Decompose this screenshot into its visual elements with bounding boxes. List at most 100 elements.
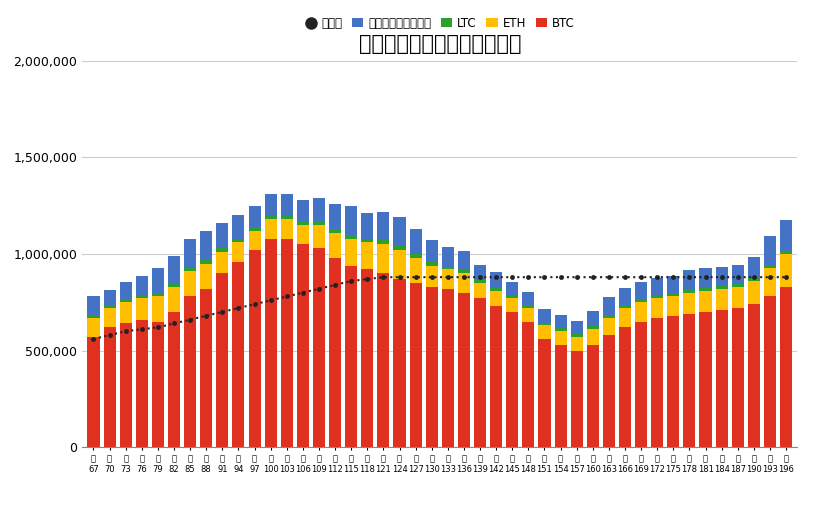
- Bar: [522, 305, 534, 308]
- Bar: [635, 299, 647, 302]
- Bar: [361, 269, 373, 447]
- Bar: [120, 282, 132, 299]
- Bar: [104, 327, 116, 447]
- Bar: [764, 236, 776, 265]
- Bar: [120, 302, 132, 324]
- Bar: [152, 322, 164, 447]
- Bar: [152, 293, 164, 297]
- Bar: [748, 257, 760, 278]
- Bar: [409, 283, 422, 447]
- Bar: [716, 289, 727, 310]
- Bar: [136, 296, 148, 298]
- Bar: [426, 240, 438, 262]
- Bar: [474, 265, 486, 280]
- Bar: [732, 287, 744, 308]
- Bar: [780, 254, 792, 287]
- Bar: [764, 297, 776, 447]
- Bar: [345, 235, 358, 239]
- Bar: [683, 270, 695, 290]
- Bar: [555, 345, 566, 447]
- Bar: [409, 258, 422, 283]
- Bar: [555, 331, 566, 345]
- Bar: [748, 304, 760, 447]
- Bar: [265, 239, 277, 447]
- Bar: [587, 326, 598, 329]
- Legend: 投資額, その他アルトコイン, LTC, ETH, BTC: 投資額, その他アルトコイン, LTC, ETH, BTC: [305, 17, 575, 29]
- Bar: [136, 298, 148, 320]
- Bar: [651, 318, 663, 447]
- Bar: [201, 260, 212, 264]
- Bar: [281, 239, 293, 447]
- Bar: [201, 264, 212, 289]
- Bar: [329, 229, 341, 233]
- Bar: [233, 215, 244, 239]
- Bar: [780, 220, 792, 251]
- Bar: [458, 273, 470, 293]
- Bar: [87, 337, 99, 447]
- Bar: [538, 323, 551, 326]
- Bar: [490, 272, 502, 288]
- Bar: [87, 315, 99, 318]
- Bar: [394, 246, 405, 250]
- Bar: [201, 231, 212, 260]
- Bar: [104, 308, 116, 327]
- Bar: [409, 229, 422, 254]
- Bar: [780, 287, 792, 447]
- Bar: [732, 265, 744, 284]
- Bar: [104, 305, 116, 308]
- Bar: [313, 225, 325, 248]
- Bar: [716, 267, 727, 286]
- Bar: [619, 327, 631, 447]
- Bar: [522, 322, 534, 447]
- Bar: [619, 308, 631, 327]
- Bar: [764, 265, 776, 268]
- Bar: [377, 244, 390, 273]
- Bar: [233, 262, 244, 447]
- Bar: [184, 297, 196, 447]
- Bar: [184, 239, 196, 268]
- Bar: [587, 345, 598, 447]
- Bar: [361, 242, 373, 269]
- Bar: [297, 200, 309, 221]
- Bar: [297, 225, 309, 244]
- Bar: [700, 268, 712, 288]
- Bar: [441, 247, 454, 267]
- Bar: [120, 299, 132, 302]
- Bar: [700, 291, 712, 312]
- Bar: [248, 250, 261, 447]
- Bar: [313, 248, 325, 447]
- Bar: [716, 286, 727, 289]
- Bar: [603, 318, 615, 335]
- Bar: [104, 290, 116, 305]
- Bar: [233, 239, 244, 242]
- Bar: [426, 287, 438, 447]
- Bar: [361, 239, 373, 242]
- Bar: [603, 315, 615, 318]
- Bar: [168, 256, 180, 283]
- Bar: [651, 278, 663, 296]
- Bar: [490, 306, 502, 447]
- Bar: [281, 194, 293, 215]
- Bar: [555, 315, 566, 328]
- Bar: [587, 311, 598, 326]
- Bar: [764, 268, 776, 297]
- Bar: [136, 276, 148, 296]
- Bar: [635, 282, 647, 299]
- Bar: [345, 266, 358, 447]
- Bar: [152, 297, 164, 322]
- Bar: [377, 273, 390, 447]
- Bar: [683, 314, 695, 447]
- Bar: [667, 294, 679, 297]
- Bar: [281, 219, 293, 239]
- Bar: [377, 211, 390, 240]
- Bar: [667, 276, 679, 294]
- Title: 仮想通貨への投資額と評価額: 仮想通貨への投資額と評価額: [358, 34, 521, 54]
- Bar: [538, 309, 551, 323]
- Bar: [248, 206, 261, 227]
- Bar: [474, 280, 486, 283]
- Bar: [265, 215, 277, 219]
- Bar: [667, 297, 679, 316]
- Bar: [683, 290, 695, 293]
- Bar: [329, 204, 341, 229]
- Bar: [506, 298, 519, 312]
